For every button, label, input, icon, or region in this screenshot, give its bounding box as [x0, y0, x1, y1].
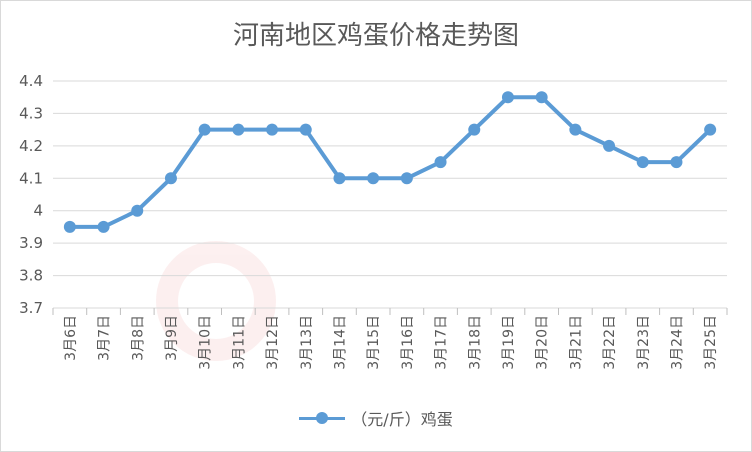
- x-tick-label: 3月6日: [63, 315, 79, 361]
- x-tick-label: 3月23日: [636, 315, 652, 370]
- x-tick-label: 3月20日: [535, 315, 551, 370]
- x-tick-label: 3月21日: [568, 315, 584, 370]
- data-point: [468, 123, 481, 136]
- data-point: [434, 156, 447, 169]
- series-line: [67, 95, 713, 229]
- data-point: [198, 123, 211, 136]
- data-point: [535, 91, 548, 104]
- x-tick-label: 3月7日: [97, 315, 113, 361]
- data-point: [636, 156, 649, 169]
- x-tick-label: 3月13日: [299, 315, 315, 370]
- x-tick-label: 3月25日: [703, 315, 719, 370]
- data-point: [400, 172, 413, 185]
- y-tick-label: 3.7: [19, 299, 43, 317]
- data-point: [97, 220, 110, 233]
- data-point: [367, 172, 380, 185]
- y-tick-label: 3.9: [19, 234, 43, 252]
- y-tick-label: 4: [33, 202, 43, 220]
- y-tick-label: 4.2: [19, 137, 43, 155]
- x-tick-label: 3月10日: [198, 315, 214, 370]
- legend-marker-icon: [299, 411, 346, 425]
- x-tick-label: 3月14日: [332, 315, 348, 370]
- data-point: [569, 123, 582, 136]
- line-chart: 3.7 3.8 3.9 4 4.1 4.2 4.3 4.4 3月6日 3月7日 3月8日 3月9日 3月…: [19, 72, 728, 370]
- data-point: [603, 139, 616, 152]
- x-tick-label: 3月24日: [669, 315, 685, 370]
- legend: （元/斤）鸡蛋: [1, 406, 751, 430]
- legend-label: （元/斤）鸡蛋: [351, 410, 453, 429]
- y-tick-label: 4.4: [19, 72, 43, 90]
- y-tick-label: 3.8: [19, 267, 43, 285]
- y-tick-label: 4.1: [19, 169, 43, 187]
- x-tick-label: 3月8日: [130, 315, 146, 361]
- data-point: [501, 91, 514, 104]
- x-tick-label: 3月12日: [265, 315, 281, 370]
- x-tick-label: 3月15日: [366, 315, 382, 370]
- y-tick-label: 4.3: [19, 104, 43, 122]
- data-point: [333, 172, 346, 185]
- x-tick-label: 3月18日: [467, 315, 483, 370]
- data-point: [63, 220, 76, 233]
- data-point: [670, 156, 683, 169]
- x-tick-label: 3月19日: [501, 315, 517, 370]
- data-point: [299, 123, 312, 136]
- x-tick-label: 3月16日: [400, 315, 416, 370]
- x-tick-label: 3月9日: [164, 315, 180, 361]
- data-point: [704, 123, 717, 136]
- x-tick-label: 3月22日: [602, 315, 618, 370]
- data-point: [164, 172, 177, 185]
- data-point: [232, 123, 245, 136]
- x-tick-label: 3月11日: [231, 315, 247, 370]
- data-point: [131, 204, 144, 217]
- x-tick-label: 3月17日: [434, 315, 450, 370]
- chart-title: 河南地区鸡蛋价格走势图: [232, 21, 519, 51]
- data-point: [266, 123, 279, 136]
